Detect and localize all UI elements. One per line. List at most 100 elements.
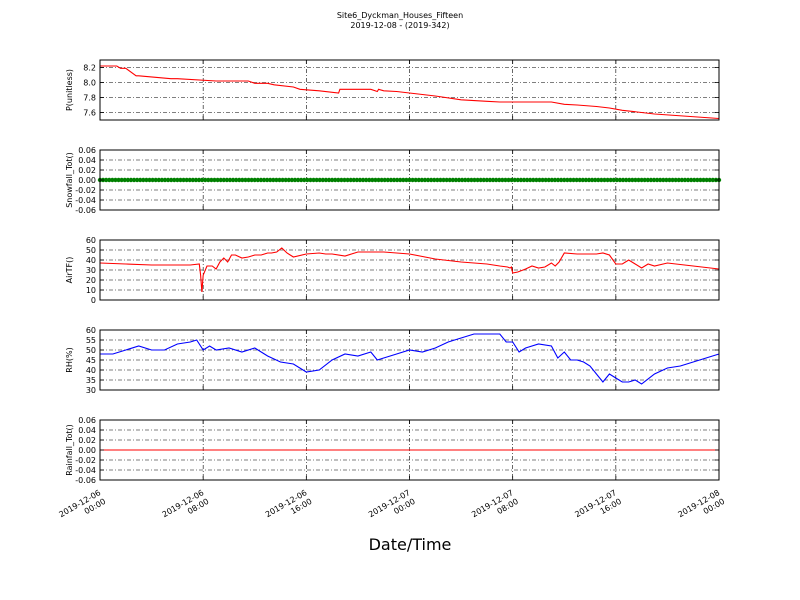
series-point — [255, 177, 261, 183]
series-point — [379, 177, 384, 183]
series-point — [657, 177, 663, 183]
series-point — [704, 177, 709, 183]
series-point — [165, 177, 171, 183]
series-point — [363, 177, 369, 183]
series-point — [549, 177, 555, 183]
series-point — [277, 177, 282, 183]
y-tick-label: 0.00 — [78, 176, 96, 185]
y-tick-label: 7.6 — [83, 109, 96, 118]
series-point — [122, 177, 127, 183]
series-point — [227, 177, 233, 183]
y-tick-label: 60 — [86, 326, 96, 335]
series-point — [141, 177, 146, 183]
series-point — [565, 177, 570, 183]
series-point — [596, 177, 601, 183]
series-point — [162, 177, 168, 183]
series-point — [688, 177, 694, 183]
y-tick-label: 7.8 — [83, 94, 96, 103]
series-point — [469, 177, 474, 183]
series-point — [184, 177, 189, 183]
series-point — [107, 177, 112, 183]
series-point — [233, 177, 239, 183]
series-point — [274, 177, 279, 183]
series-point — [639, 177, 644, 183]
series-point — [168, 177, 174, 183]
series-point — [435, 177, 440, 183]
series-point — [608, 177, 613, 183]
series-point — [147, 177, 152, 183]
series-point — [258, 177, 264, 183]
series-point — [605, 177, 610, 183]
series-point — [224, 177, 230, 183]
y-tick-label: -0.04 — [75, 466, 96, 475]
series-point — [466, 177, 471, 183]
panel-1: 7.6 7.8 8.0 8.2 P(unitless) — [65, 59, 720, 121]
series-point — [627, 177, 632, 183]
series-point — [376, 177, 381, 183]
series-point — [317, 177, 322, 183]
series-point — [463, 177, 468, 183]
series-point — [388, 177, 394, 183]
series-point — [695, 177, 700, 183]
y-axis-label: AirTF() — [65, 257, 74, 284]
series-point — [611, 177, 616, 183]
series-point — [490, 177, 496, 183]
y-tick-label: 10 — [86, 286, 96, 295]
series-point — [187, 177, 192, 183]
series-point — [534, 177, 539, 183]
series-point — [707, 177, 712, 183]
y-tick-label: 0.04 — [78, 426, 96, 435]
y-tick-label: 45 — [86, 356, 96, 365]
y-tick-label: 30 — [86, 386, 96, 395]
series-point — [512, 177, 517, 183]
y-tick-label: 8.0 — [83, 79, 96, 88]
series-point — [602, 177, 607, 183]
series-point — [172, 177, 177, 183]
series-point — [574, 177, 579, 183]
series-point — [193, 177, 199, 183]
series-point — [218, 177, 223, 183]
y-tick-label: 40 — [86, 366, 96, 375]
series-point — [326, 177, 332, 183]
series-point — [450, 177, 456, 183]
y-tick-label: 35 — [86, 376, 96, 385]
y-axis-label: RH(%) — [65, 347, 74, 372]
series-point — [419, 177, 425, 183]
series-point — [636, 177, 641, 183]
series-point — [589, 177, 595, 183]
series-point — [305, 177, 310, 183]
series-point — [354, 177, 360, 183]
series-point — [215, 177, 220, 183]
series-point — [252, 177, 257, 183]
series-point — [401, 177, 406, 183]
series-point — [645, 177, 651, 183]
series-point — [138, 177, 143, 183]
series-point — [404, 177, 409, 183]
series-point — [679, 177, 685, 183]
series-point — [268, 177, 273, 183]
series-point — [456, 177, 462, 183]
series-point — [701, 177, 706, 183]
series-point — [682, 177, 688, 183]
series-point — [153, 177, 158, 183]
series-point — [246, 177, 251, 183]
series-point — [144, 177, 149, 183]
series-point — [586, 177, 592, 183]
series-point — [382, 177, 387, 183]
series-point — [620, 177, 626, 183]
series-line — [99, 247, 720, 293]
series-point — [398, 177, 403, 183]
series-point — [196, 177, 202, 183]
series-point — [543, 177, 548, 183]
series-point — [314, 177, 319, 183]
series-point — [289, 177, 295, 183]
series-point — [329, 177, 335, 183]
series-point — [221, 177, 226, 183]
